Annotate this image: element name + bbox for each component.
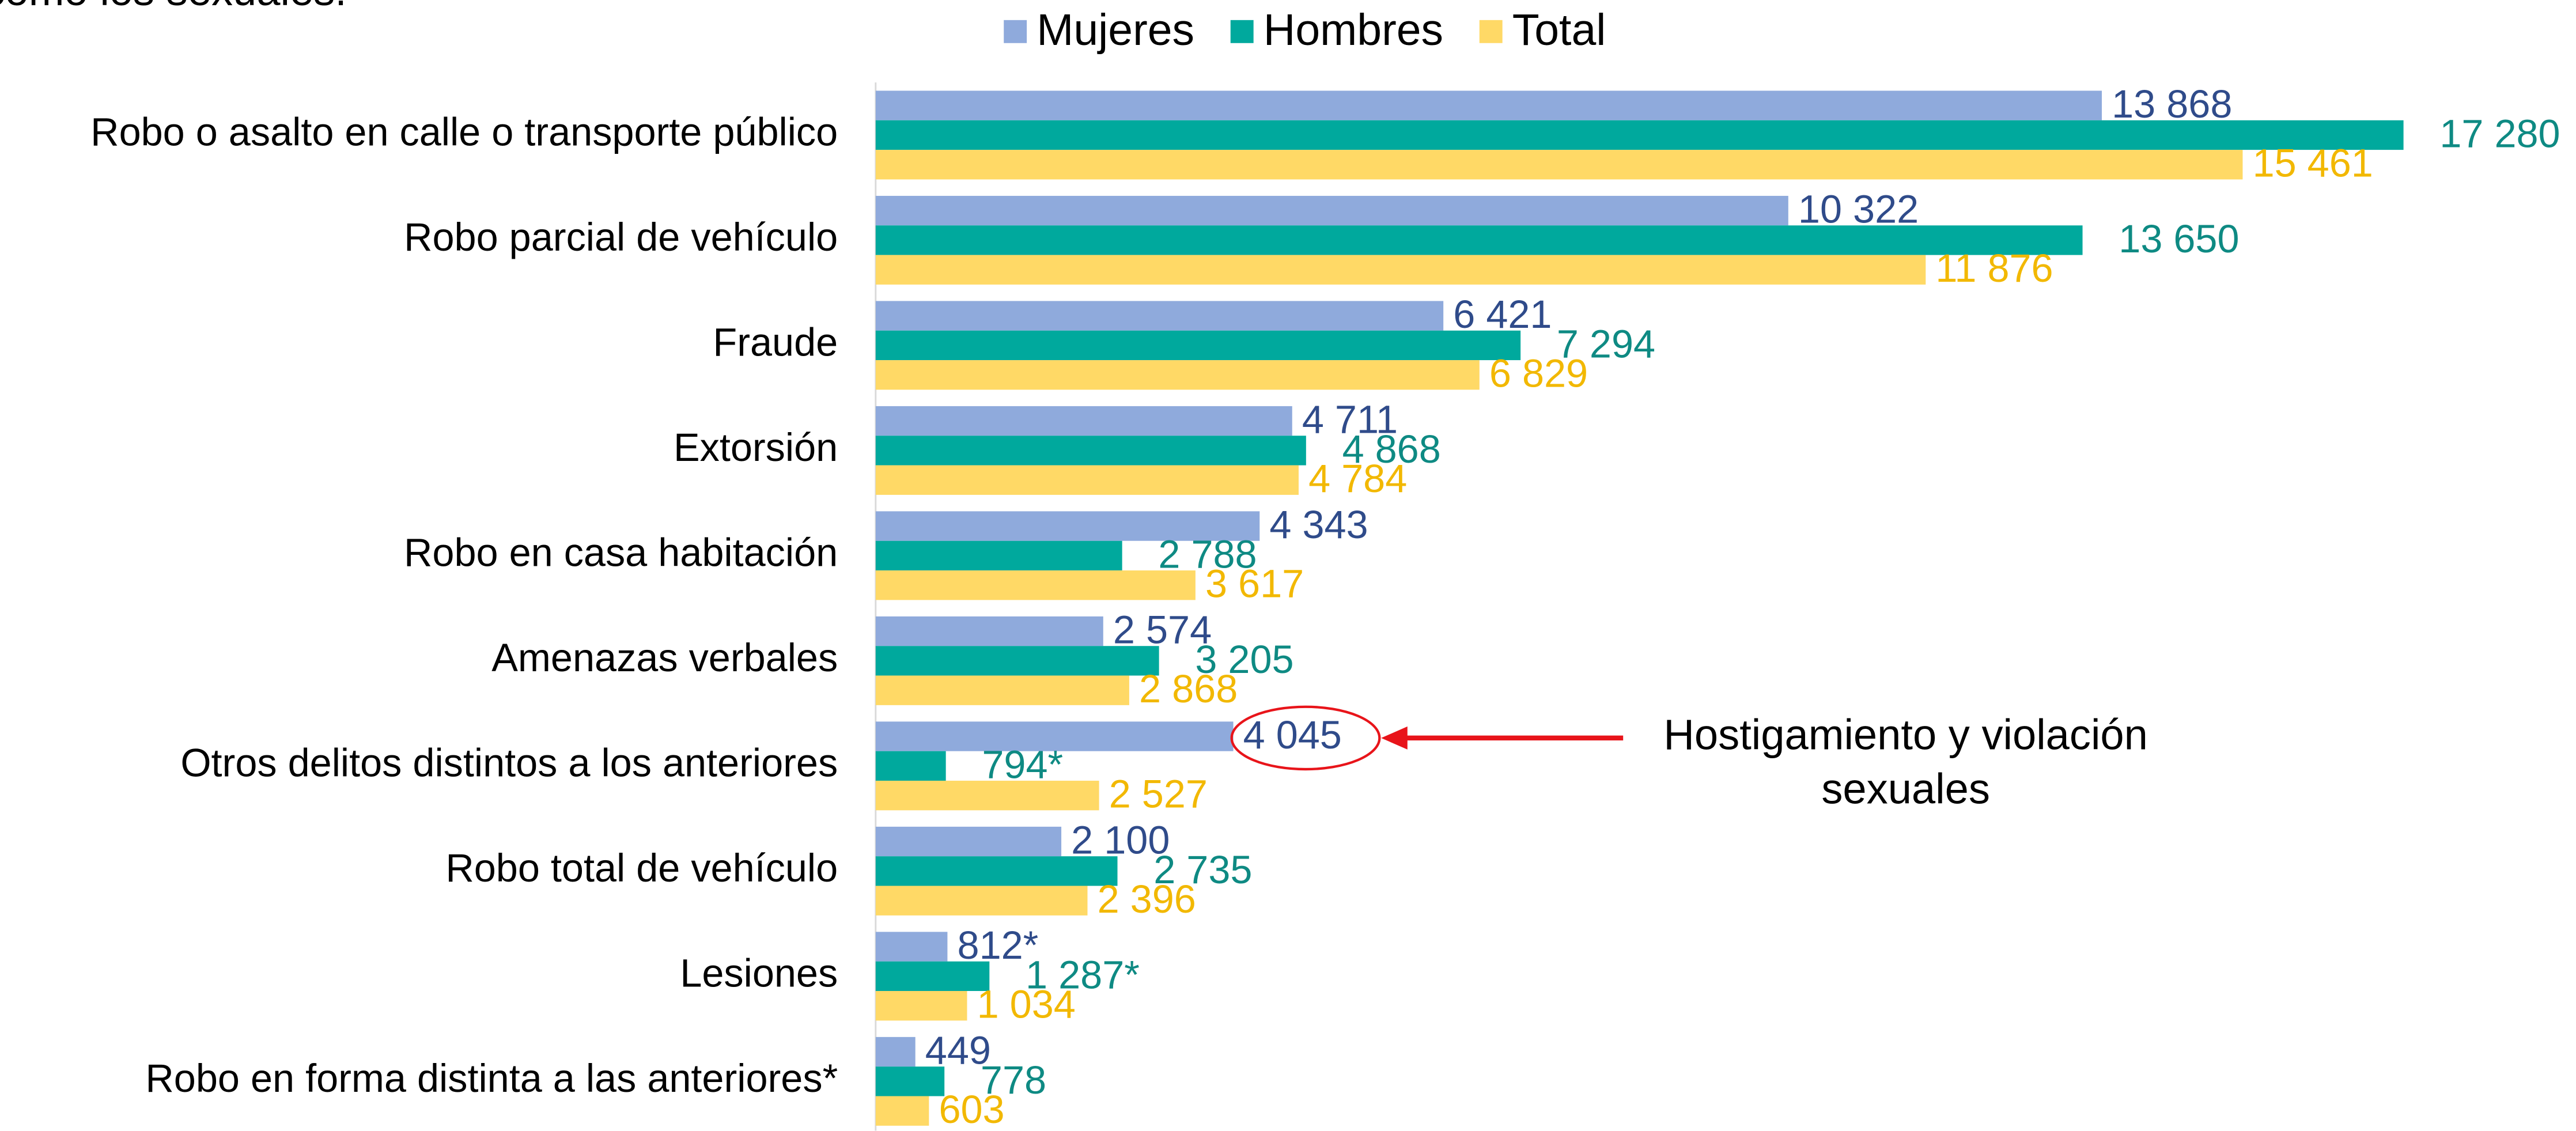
value-label: 13 868	[2112, 82, 2232, 126]
value-label: 4 711	[1302, 398, 1398, 442]
bar	[875, 90, 2102, 120]
bar	[875, 511, 1260, 541]
value-label: 3 205	[1195, 637, 1293, 682]
annotation-text: sexuales	[1821, 765, 1990, 813]
value-label: 812*	[958, 923, 1039, 967]
bar	[875, 932, 948, 962]
bar	[875, 675, 1129, 705]
bar	[875, 225, 2083, 255]
bar	[875, 406, 1292, 436]
value-label: 4 343	[1269, 502, 1368, 547]
bar	[875, 721, 1234, 751]
bar	[875, 856, 1118, 886]
category-label: Robo en forma distinta a las anteriores*	[145, 1056, 838, 1100]
legend-swatch	[1230, 20, 1254, 43]
legend-swatch	[1479, 20, 1503, 43]
annotation-text: Hostigamiento y violación	[1663, 710, 2148, 758]
value-label: 2 396	[1098, 877, 1196, 921]
value-label: 4 045	[1243, 713, 1342, 757]
legend-label: Mujeres	[1037, 5, 1194, 55]
bar	[875, 330, 1521, 361]
annotation-ellipse	[1230, 705, 1381, 771]
bar	[875, 781, 1099, 811]
value-label: 2 735	[1153, 848, 1252, 892]
bar	[875, 616, 1103, 646]
bar	[875, 195, 1788, 226]
subtitle: como los sexuales.	[0, 0, 347, 14]
value-label: 17 280	[2439, 111, 2560, 156]
category-label: Fraude	[713, 320, 838, 364]
bar	[875, 1096, 929, 1126]
bar	[875, 751, 946, 781]
value-label: 2 527	[1109, 772, 1208, 816]
value-label: 778	[981, 1058, 1046, 1102]
bar	[875, 646, 1159, 676]
value-label: 3 617	[1205, 562, 1304, 606]
value-label: 10 322	[1798, 187, 1919, 232]
bar	[875, 360, 1480, 390]
value-label: 449	[925, 1028, 991, 1072]
category-label: Extorsión	[674, 425, 838, 470]
bar	[875, 570, 1196, 600]
value-label: 1 034	[977, 982, 1076, 1027]
category-label: Amenazas verbales	[491, 636, 838, 680]
annotation-arrowhead	[1381, 726, 1408, 750]
value-label: 6 421	[1453, 292, 1552, 336]
value-label: 2 574	[1113, 607, 1212, 652]
category-label: Lesiones	[680, 951, 838, 995]
bar	[875, 961, 990, 992]
category-label: Robo en casa habitación	[404, 530, 838, 574]
value-label: 11 876	[1935, 246, 2053, 290]
category-label: Robo o asalto en calle o transporte públ…	[90, 110, 838, 154]
bar	[875, 301, 1444, 331]
bar	[875, 1066, 945, 1096]
category-label: Robo total de vehículo	[445, 846, 838, 890]
value-label: 794*	[982, 742, 1063, 786]
bar	[875, 120, 2404, 150]
value-label: 7 294	[1557, 321, 1655, 366]
legend-swatch	[1004, 20, 1027, 43]
value-label: 4 868	[1342, 427, 1441, 471]
value-label: 2 100	[1071, 818, 1170, 862]
value-label: 15 461	[2253, 141, 2373, 186]
bar	[875, 1037, 916, 1067]
value-label: 13 650	[2119, 217, 2239, 261]
category-label: Otros delitos distintos a los anteriores	[180, 740, 838, 785]
value-label: 1 287*	[1026, 952, 1140, 997]
category-label: Robo parcial de vehículo	[404, 215, 838, 259]
bar	[875, 255, 1926, 285]
bar	[875, 150, 2243, 180]
value-label: 4 784	[1308, 456, 1407, 501]
value-label: 6 829	[1489, 351, 1588, 396]
value-label: 603	[939, 1087, 1004, 1131]
legend-label: Total	[1512, 5, 1606, 55]
bar	[875, 826, 1062, 857]
bar	[875, 540, 1122, 571]
legend-label: Hombres	[1264, 5, 1443, 55]
bar	[875, 436, 1306, 466]
value-label: 2 868	[1139, 667, 1238, 711]
bar	[875, 991, 967, 1021]
bar	[875, 465, 1299, 495]
bar	[875, 886, 1088, 916]
value-label: 2 788	[1158, 532, 1257, 576]
